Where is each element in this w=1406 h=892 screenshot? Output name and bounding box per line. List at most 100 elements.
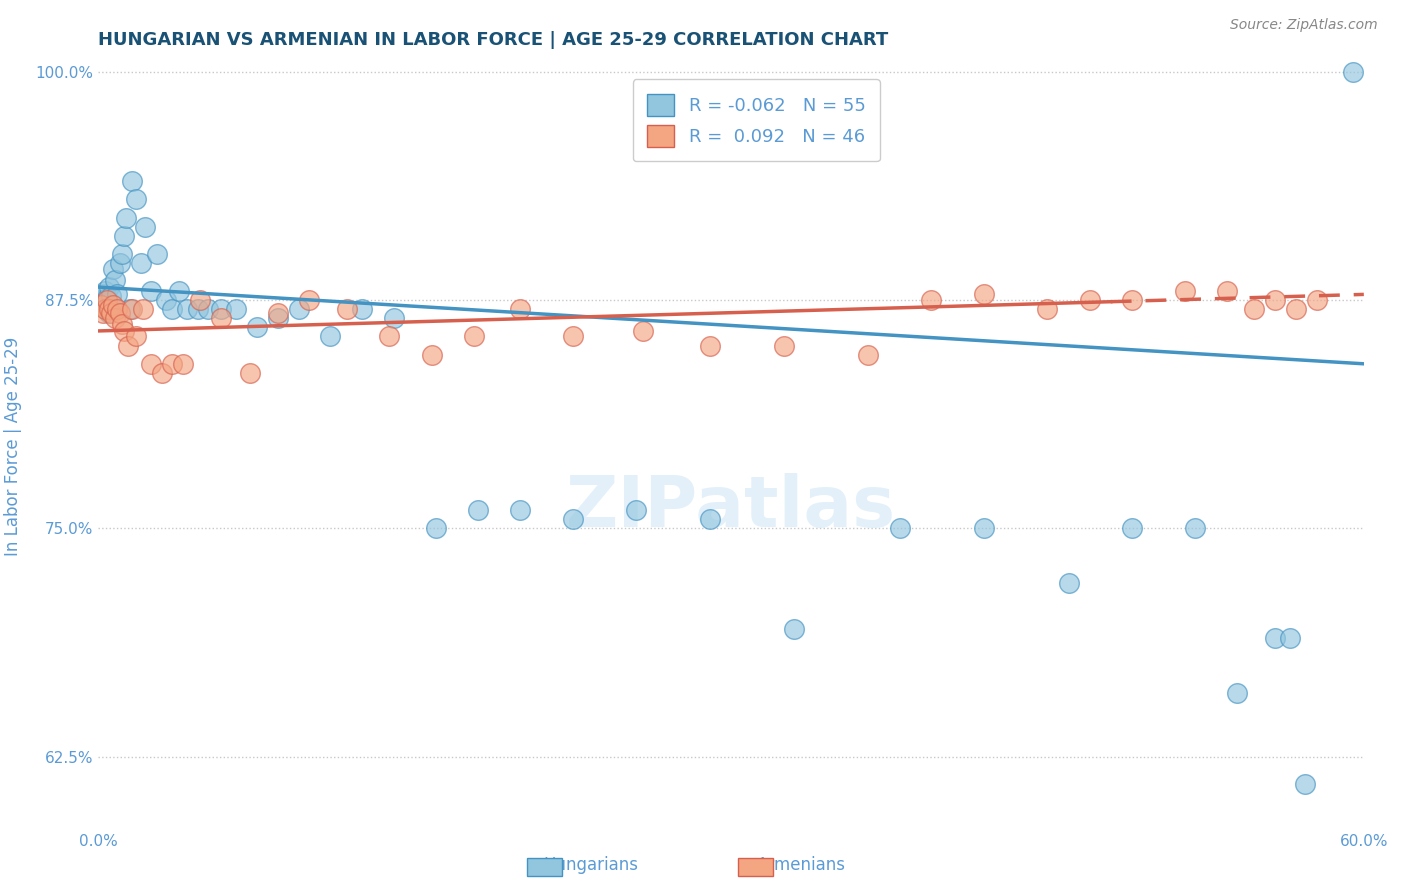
Point: [973, 287, 995, 301]
Point: [176, 301, 198, 316]
Point: [287, 301, 309, 316]
Point: [624, 503, 647, 517]
Point: [1036, 301, 1059, 316]
Point: [93, 301, 117, 316]
Point: [783, 622, 806, 636]
Point: [112, 229, 135, 244]
Point: [1306, 293, 1329, 307]
Point: [267, 306, 290, 320]
Point: [111, 247, 132, 261]
Point: [146, 247, 169, 261]
Point: [167, 284, 190, 298]
Point: [162, 301, 183, 316]
Point: [90, 298, 112, 312]
Point: [921, 293, 943, 307]
Point: [1121, 293, 1143, 307]
Point: [225, 301, 247, 316]
Point: [141, 357, 163, 371]
Point: [336, 301, 359, 316]
Text: Armenians: Armenians: [756, 855, 846, 873]
Point: [93, 294, 117, 309]
Text: Source: ZipAtlas.com: Source: ZipAtlas.com: [1230, 18, 1378, 32]
Point: [197, 301, 219, 316]
Point: [121, 174, 143, 188]
Point: [1216, 284, 1239, 298]
Point: [1057, 576, 1080, 591]
Point: [98, 306, 121, 320]
Legend: R = -0.062   N = 55, R =  0.092   N = 46: R = -0.062 N = 55, R = 0.092 N = 46: [633, 79, 880, 161]
Point: [1294, 777, 1316, 791]
Point: [117, 338, 139, 352]
Point: [1264, 293, 1286, 307]
Point: [108, 256, 131, 270]
Point: [378, 329, 401, 343]
Point: [98, 280, 121, 294]
Point: [1243, 301, 1265, 316]
Point: [100, 289, 122, 303]
Point: [1279, 631, 1302, 645]
Point: [1226, 685, 1249, 699]
Point: [562, 329, 585, 343]
Point: [699, 338, 721, 352]
Point: [631, 324, 654, 338]
Point: [209, 301, 232, 316]
Point: [382, 311, 405, 326]
Point: [107, 301, 129, 316]
Point: [246, 320, 269, 334]
Point: [125, 329, 148, 343]
Point: [209, 311, 232, 326]
Point: [98, 301, 121, 316]
Point: [889, 521, 911, 535]
Point: [100, 306, 122, 320]
Point: [91, 287, 114, 301]
Text: Hungarians: Hungarians: [543, 855, 638, 873]
Point: [186, 301, 209, 316]
Point: [1285, 301, 1308, 316]
Point: [120, 301, 141, 316]
Point: [155, 293, 177, 307]
Point: [108, 306, 131, 320]
Point: [298, 293, 321, 307]
Text: ZIPatlas: ZIPatlas: [567, 473, 896, 541]
Point: [1264, 631, 1286, 645]
Point: [104, 273, 127, 287]
Point: [90, 293, 112, 307]
Point: [467, 503, 489, 517]
Point: [103, 298, 125, 312]
Point: [1343, 64, 1365, 78]
Point: [1078, 293, 1101, 307]
Point: [1174, 284, 1197, 298]
Point: [141, 284, 163, 298]
Point: [96, 293, 118, 307]
Point: [112, 324, 135, 338]
Point: [129, 256, 152, 270]
Point: [420, 348, 443, 362]
Point: [773, 338, 796, 352]
Point: [134, 219, 156, 234]
Point: [103, 261, 125, 276]
Point: [267, 311, 290, 326]
Point: [132, 301, 155, 316]
Point: [91, 298, 114, 312]
Point: [188, 293, 211, 307]
Point: [93, 284, 117, 298]
Point: [150, 366, 173, 380]
Point: [509, 301, 531, 316]
Point: [1121, 521, 1143, 535]
Point: [699, 512, 721, 526]
Point: [96, 291, 118, 305]
Point: [562, 512, 585, 526]
Point: [509, 503, 531, 517]
Point: [96, 301, 118, 316]
Point: [319, 329, 342, 343]
Point: [425, 521, 447, 535]
Point: [239, 366, 262, 380]
Text: HUNGARIAN VS ARMENIAN IN LABOR FORCE | AGE 25-29 CORRELATION CHART: HUNGARIAN VS ARMENIAN IN LABOR FORCE | A…: [98, 31, 889, 49]
Point: [463, 329, 485, 343]
Point: [162, 357, 183, 371]
Point: [121, 301, 143, 316]
Point: [172, 357, 194, 371]
Point: [111, 317, 132, 331]
Point: [352, 301, 374, 316]
Point: [856, 348, 880, 362]
